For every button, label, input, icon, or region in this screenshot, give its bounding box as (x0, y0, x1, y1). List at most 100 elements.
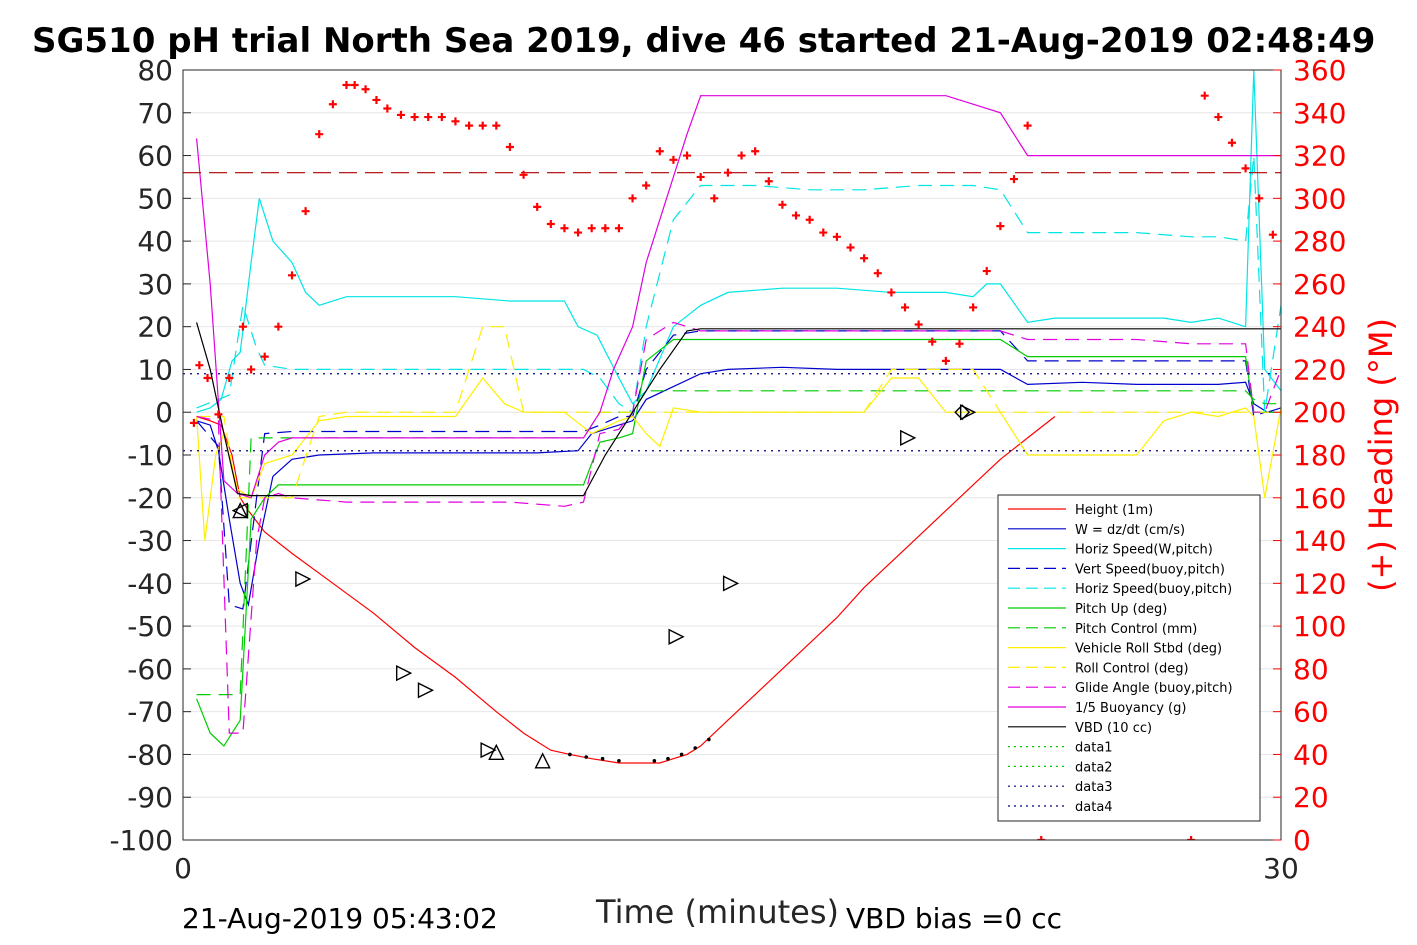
dive-marker-triangle-right (900, 429, 917, 447)
heading-point (901, 303, 910, 312)
left-tick-label: -100 (109, 824, 173, 857)
legend-entry: data1 (1075, 741, 1113, 756)
heading-point (361, 85, 370, 94)
x-axis-label: Time (minutes) (595, 893, 839, 931)
heading-point (614, 224, 623, 233)
right-tick-label: 220 (1293, 353, 1346, 386)
dive-bottom-dot (693, 746, 698, 750)
dive-bottom-dot (679, 752, 684, 757)
marker-layer (231, 404, 977, 769)
right-tick-label: 40 (1293, 738, 1329, 771)
right-tick-label: 280 (1293, 225, 1346, 258)
heading-point (328, 100, 337, 109)
right-tick-label: 200 (1293, 396, 1346, 429)
heading-point (350, 80, 359, 89)
heading-point (751, 147, 760, 156)
heading-point (492, 121, 501, 130)
series-layer (183, 70, 1281, 764)
heading-point (1023, 121, 1032, 130)
heading-point (424, 113, 433, 122)
right-tick-label: 260 (1293, 268, 1346, 301)
heading-point (260, 352, 269, 361)
right-tick-label: 60 (1293, 696, 1329, 729)
heading-point (982, 267, 991, 276)
heading-point (1037, 836, 1046, 840)
x-tick-label: 30 (1263, 852, 1299, 885)
dive-marker-triangle-right (480, 742, 497, 759)
heading-point (928, 337, 937, 346)
heading-point (941, 356, 950, 365)
heading-point (737, 151, 746, 160)
series-line-11 (196, 322, 1281, 497)
heading-point (1187, 836, 1196, 840)
series-line-9 (196, 321, 1281, 734)
legend-entry: Horiz Speed(buoy,pitch) (1075, 582, 1232, 597)
heading-point (287, 271, 296, 280)
heading-point (710, 194, 719, 203)
heading-point (587, 224, 596, 233)
series-line-3 (196, 330, 1281, 610)
left-tick-label: -60 (127, 653, 173, 686)
heading-point (1227, 138, 1236, 147)
heading-point (437, 113, 446, 122)
legend-entry: 1/5 Buoyancy (g) (1075, 701, 1186, 716)
left-tick-label: 40 (137, 225, 173, 258)
heading-point (642, 181, 651, 190)
heading-point (478, 121, 487, 130)
heading-point (1214, 113, 1223, 122)
chart-title: SG510 pH trial North Sea 2019, dive 46 s… (32, 21, 1375, 61)
heading-point (342, 80, 351, 89)
heading-point (372, 95, 381, 104)
dive-bottom-dot (584, 755, 589, 759)
right-tick-label: 300 (1293, 182, 1346, 215)
legend-box (997, 494, 1261, 822)
right-tick-label: 140 (1293, 525, 1346, 558)
heading-point (301, 207, 310, 216)
right-tick-label: 100 (1293, 610, 1346, 643)
heading-point (819, 228, 828, 237)
series-line-4 (196, 155, 1281, 414)
left-tick-label: -90 (127, 781, 173, 814)
dive-marker-triangle-up (488, 743, 505, 761)
left-tick-label: -20 (127, 482, 173, 515)
left-tick-label: -70 (127, 696, 173, 729)
dive-bottom-dot (666, 756, 670, 761)
right-tick-label: 180 (1293, 439, 1346, 472)
heading-point (683, 151, 692, 160)
dive-marker-triangle-right (395, 665, 413, 682)
heading-point (574, 228, 583, 237)
heading-point (195, 361, 204, 370)
heading-point (533, 202, 542, 211)
heading-point (505, 143, 514, 151)
heading-point (805, 215, 814, 224)
legend: Height (1m) W = dz/dt (cm/s) Horiz Speed(W… (997, 494, 1261, 822)
heading-point (465, 121, 474, 130)
dive-marker-triangle-right (959, 404, 977, 421)
footer-vbd-bias: VBD bias =0 cc (846, 902, 1062, 935)
series-line-7 (196, 377, 1281, 541)
series-line-5 (196, 338, 1281, 747)
heading-point (887, 288, 896, 297)
left-tick-label: 50 (137, 182, 173, 215)
heading-point (792, 211, 801, 220)
right-tick-label: 340 (1293, 97, 1346, 130)
right-tick-label: 360 (1293, 54, 1346, 87)
heading-point (189, 418, 198, 427)
heading-point (203, 374, 212, 382)
left-tick-label: 20 (137, 311, 173, 344)
heading-point (996, 222, 1005, 231)
left-tick-label: 80 (137, 54, 173, 87)
right-tick-label: 240 (1293, 311, 1346, 344)
heading-point (628, 194, 637, 203)
heading-point (1268, 230, 1277, 239)
heading-point (315, 130, 324, 139)
heading-point (1255, 194, 1264, 203)
left-tick-label: 10 (137, 353, 173, 386)
left-tick-label: -30 (127, 525, 173, 558)
heading-point (955, 339, 964, 348)
heading-point (546, 220, 555, 228)
dive-bottom-dot (617, 759, 621, 763)
right-tick-label: 120 (1293, 567, 1346, 600)
heading-point (410, 113, 419, 122)
series-line-0 (196, 415, 1056, 764)
